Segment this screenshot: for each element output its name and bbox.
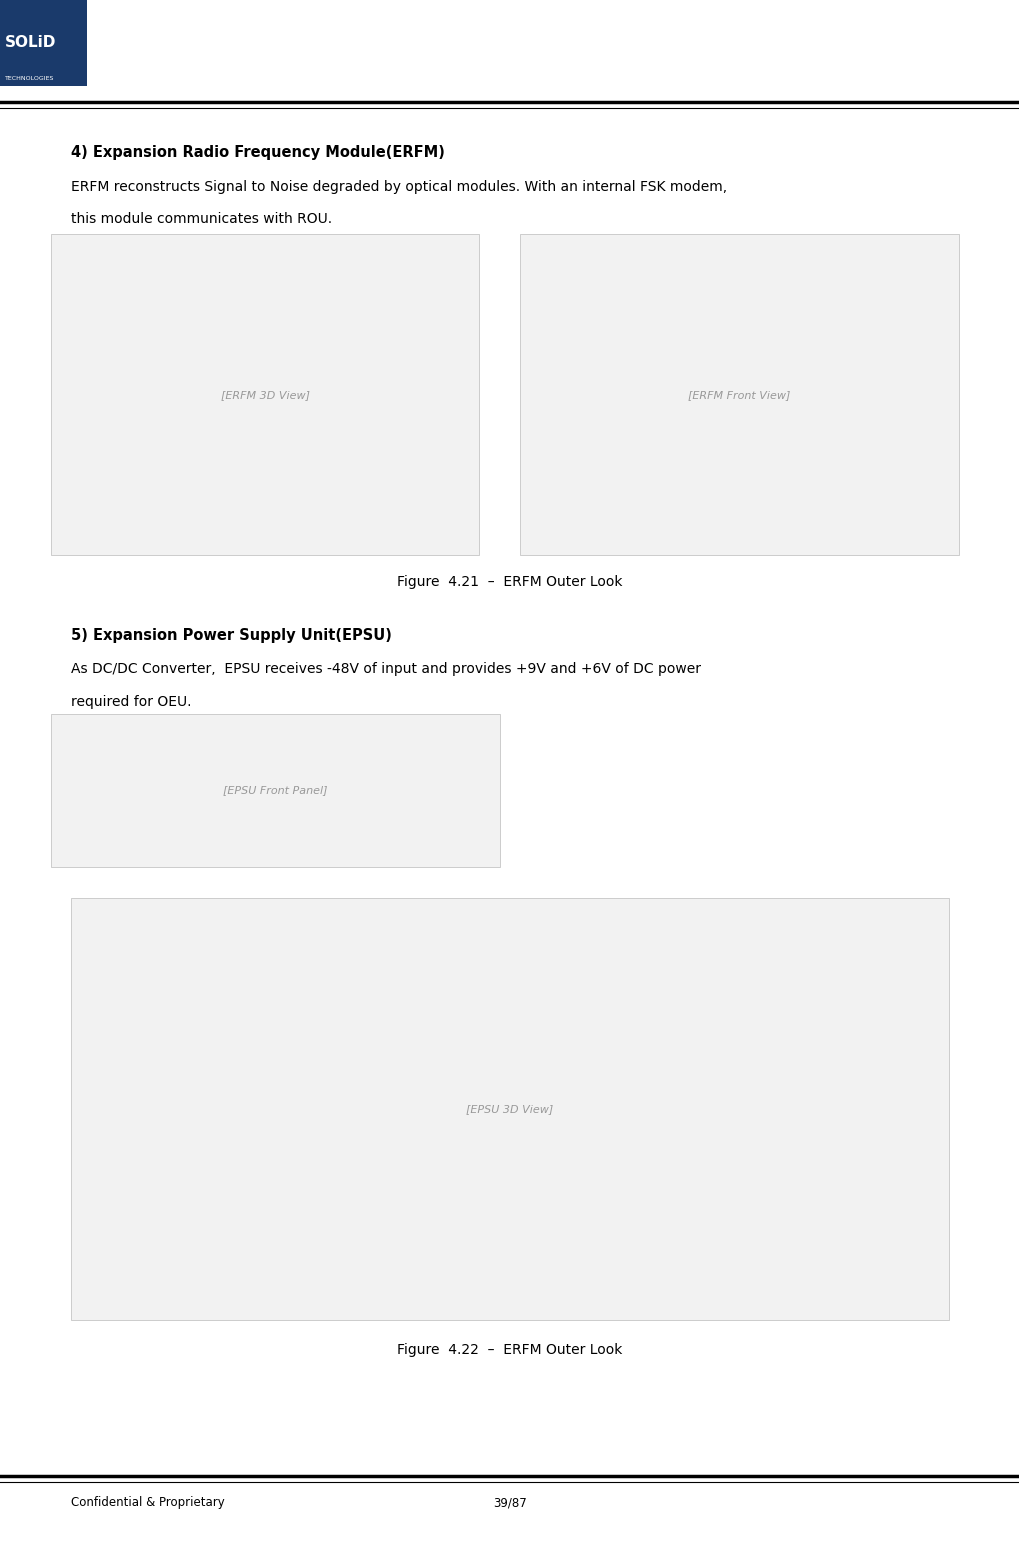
Bar bbox=[51, 714, 499, 867]
Text: [ERFM Front View]: [ERFM Front View] bbox=[688, 390, 790, 400]
Text: [EPSU Front Panel]: [EPSU Front Panel] bbox=[223, 786, 327, 795]
Text: Confidential & Proprietary: Confidential & Proprietary bbox=[71, 1496, 225, 1509]
Text: 39/87: 39/87 bbox=[492, 1496, 527, 1509]
Bar bbox=[520, 234, 958, 555]
Text: SOLiD: SOLiD bbox=[5, 34, 56, 50]
Text: [EPSU 3D View]: [EPSU 3D View] bbox=[466, 1104, 553, 1114]
Text: required for OEU.: required for OEU. bbox=[71, 695, 192, 709]
Text: 4) Expansion Radio Frequency Module(ERFM): 4) Expansion Radio Frequency Module(ERFM… bbox=[71, 145, 445, 161]
Bar bbox=[51, 234, 479, 555]
Bar bbox=[0, 0, 87, 86]
Text: this module communicates with ROU.: this module communicates with ROU. bbox=[71, 212, 332, 226]
Text: 5) Expansion Power Supply Unit(EPSU): 5) Expansion Power Supply Unit(EPSU) bbox=[71, 628, 392, 644]
Text: ERFM reconstructs Signal to Noise degraded by optical modules. With an internal : ERFM reconstructs Signal to Noise degrad… bbox=[71, 180, 727, 194]
Text: As DC/DC Converter,  EPSU receives -48V of input and provides +9V and +6V of DC : As DC/DC Converter, EPSU receives -48V o… bbox=[71, 662, 701, 676]
Text: Figure  4.21  –  ERFM Outer Look: Figure 4.21 – ERFM Outer Look bbox=[396, 575, 623, 589]
Bar bbox=[71, 898, 948, 1320]
Text: Figure  4.22  –  ERFM Outer Look: Figure 4.22 – ERFM Outer Look bbox=[397, 1343, 622, 1357]
Text: TECHNOLOGIES: TECHNOLOGIES bbox=[5, 77, 54, 81]
Text: [ERFM 3D View]: [ERFM 3D View] bbox=[220, 390, 310, 400]
